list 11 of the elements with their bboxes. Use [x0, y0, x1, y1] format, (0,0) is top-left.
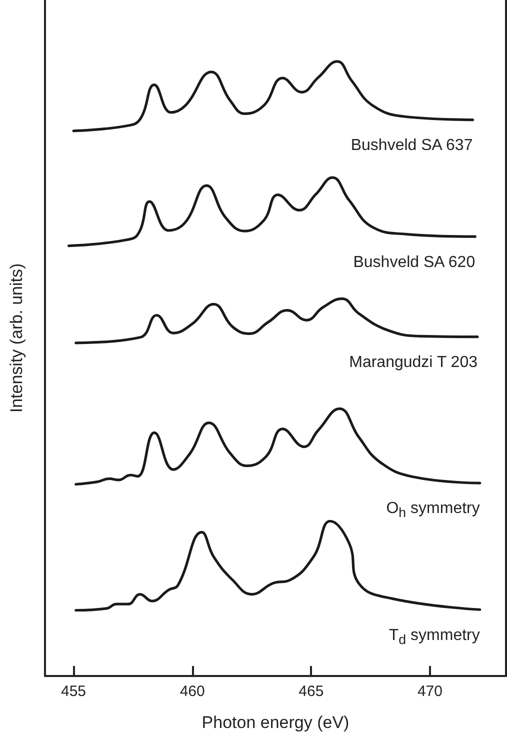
- x-tick-label: 455: [61, 683, 86, 700]
- series-label: O$_{h}$ symmetry: [386, 499, 480, 522]
- series-label: T$_{d}$ symmetry: [388, 626, 480, 649]
- x-tick-label: 465: [298, 683, 324, 700]
- series-label: Bushveld SA 620: [353, 252, 476, 273]
- series-label: Bushveld SA 637: [350, 136, 473, 156]
- series-label: Marangudzi T 203: [349, 352, 478, 373]
- x-tick-label: 470: [417, 683, 442, 700]
- x-axis-title: Photon energy (eV): [202, 713, 350, 732]
- x-tick-label: 460: [180, 683, 205, 700]
- y-axis-title: Intensity (arb. units): [7, 263, 26, 413]
